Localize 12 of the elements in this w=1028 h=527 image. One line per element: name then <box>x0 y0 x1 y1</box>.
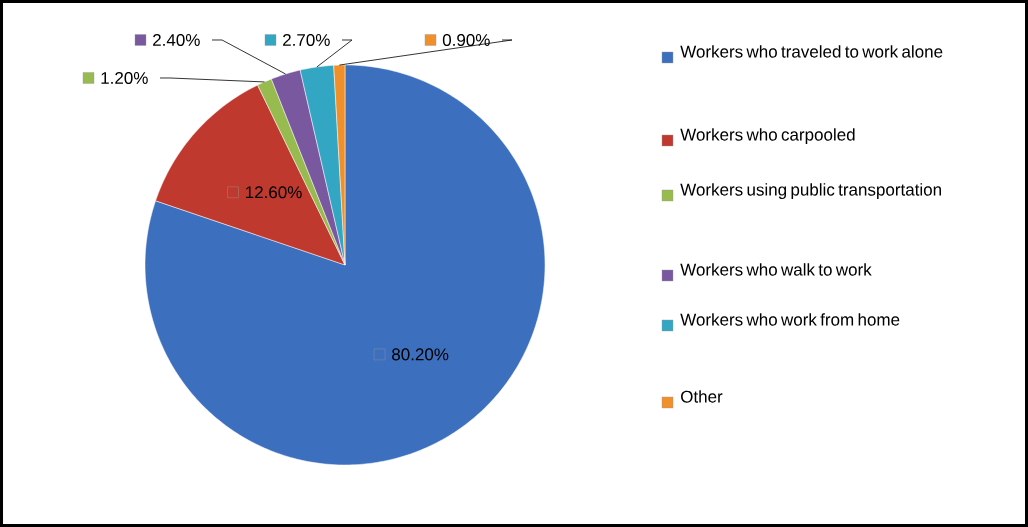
legend-label: Other <box>681 390 723 403</box>
legend-label: Workers who work from home <box>680 313 900 326</box>
legend-label: Workers who walk to work <box>680 263 872 276</box>
data-label: 0.90% <box>442 33 490 47</box>
data-label: 12.60% <box>245 186 302 199</box>
data-label: 2.70% <box>283 33 330 47</box>
data-label: 2.40% <box>153 33 200 47</box>
data-label: 80.20% <box>392 348 449 361</box>
data-label: 1.20% <box>101 71 148 85</box>
legend-label: Workers using public transportation <box>680 183 941 200</box>
legend-label: Workers who carpooled <box>680 128 855 145</box>
legend-label: Workers who traveled to work alone <box>680 45 943 58</box>
